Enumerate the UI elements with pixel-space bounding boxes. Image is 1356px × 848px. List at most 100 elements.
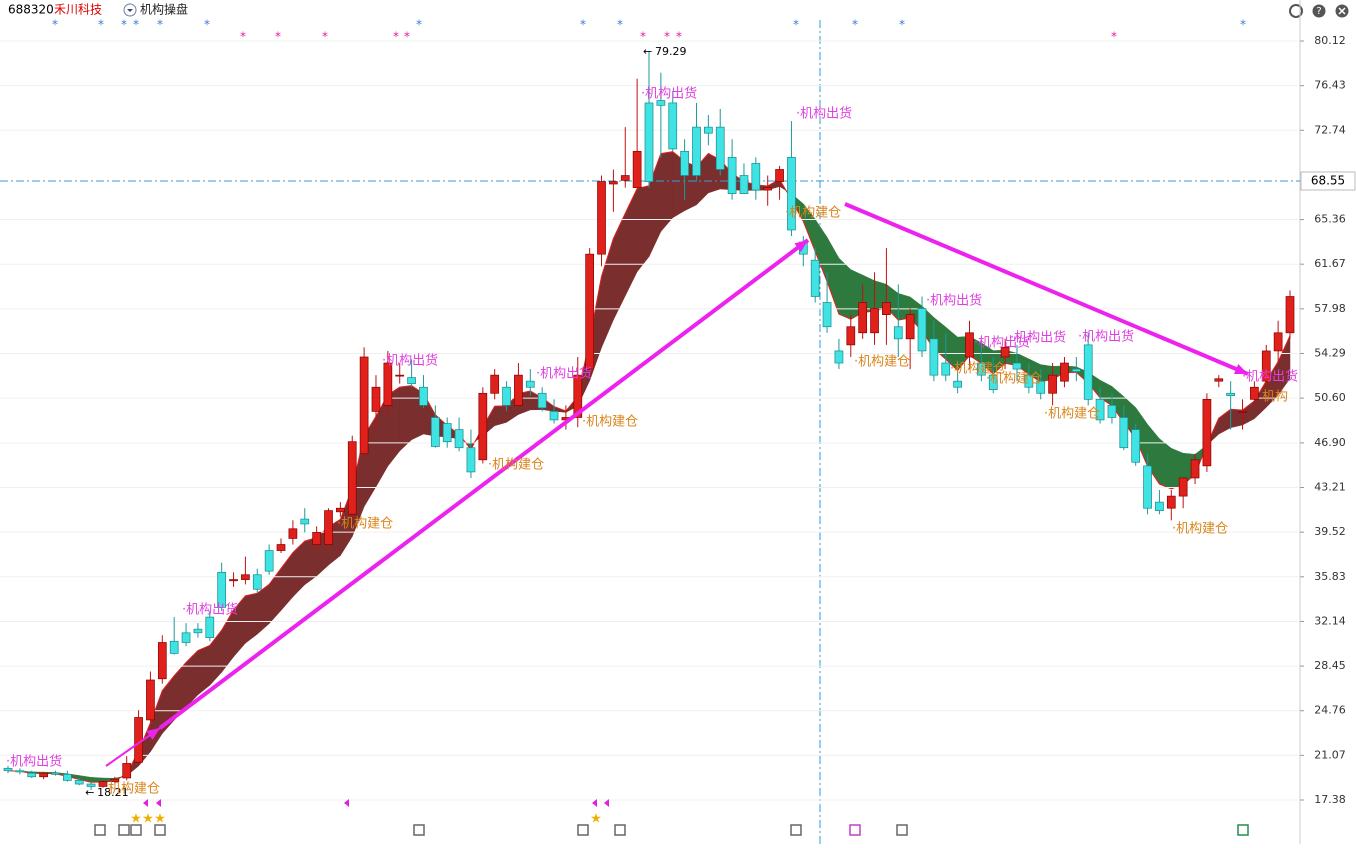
candle-body	[681, 151, 689, 175]
candle-body	[859, 303, 867, 333]
annotation: ·机构建仓	[986, 372, 1042, 387]
y-tick-label: 28.45	[1314, 659, 1346, 672]
signal-star: *	[617, 18, 623, 32]
candle-body	[1239, 411, 1247, 412]
y-tick-label: 54.29	[1314, 346, 1346, 359]
candle-body	[1155, 502, 1163, 510]
event-icon[interactable]	[155, 825, 165, 835]
candle-body	[1250, 387, 1258, 399]
candle-body	[336, 508, 344, 512]
candle-body	[906, 315, 914, 339]
event-icon[interactable]	[119, 825, 129, 835]
candle-body	[1227, 393, 1235, 395]
event-icon[interactable]	[578, 825, 588, 835]
signal-star: *	[322, 30, 328, 44]
cloud-band	[1219, 409, 1231, 434]
annotation: ·机构建仓	[337, 517, 393, 532]
event-icon[interactable]	[95, 825, 105, 835]
candle-body	[1215, 379, 1223, 381]
candle-body	[51, 773, 59, 774]
candle-body	[1274, 333, 1282, 351]
signal-star: *	[640, 30, 646, 44]
signal-star: *	[580, 18, 586, 32]
annotation: ·机构建仓	[582, 415, 638, 430]
event-icon[interactable]	[414, 825, 424, 835]
signal-star: *	[1240, 18, 1246, 32]
candle-body	[384, 363, 392, 405]
annotation: ·机构建仓	[1172, 522, 1228, 537]
signal-star: *	[275, 30, 281, 44]
event-icon[interactable]	[791, 825, 801, 835]
candle-body	[1108, 405, 1116, 417]
candle-body	[443, 424, 451, 442]
annotation: ·机构出货	[1242, 369, 1298, 385]
signal-star: *	[793, 18, 799, 32]
signal-star: *	[852, 18, 858, 32]
y-tick-label: 50.60	[1314, 391, 1346, 404]
signal-star: *	[157, 18, 163, 32]
annotation: 机构	[1262, 390, 1288, 405]
annotation: 机构建仓	[108, 782, 160, 797]
candle-body	[16, 771, 24, 772]
signal-star: *	[240, 30, 246, 44]
candle-body	[1120, 417, 1128, 447]
candle-body	[1049, 375, 1057, 393]
indicator-name[interactable]: 机构操盘	[140, 2, 188, 17]
candle-body	[75, 780, 83, 784]
candle-body	[609, 182, 617, 184]
candle-body	[206, 617, 214, 638]
cloud-band	[400, 386, 412, 451]
candle-body	[716, 127, 724, 169]
candle-body	[40, 773, 48, 777]
candle-body	[823, 303, 831, 327]
candle-body	[431, 417, 439, 446]
candle-body	[1013, 363, 1021, 369]
candle-body	[645, 103, 653, 182]
trend-arrow	[845, 204, 1248, 374]
candle-body	[930, 339, 938, 375]
signal-star: *	[393, 30, 399, 44]
stock-name: 禾川科技	[54, 3, 102, 17]
y-tick-label: 80.12	[1314, 34, 1346, 47]
event-icon[interactable]	[1238, 825, 1248, 835]
candle-body	[301, 519, 309, 524]
candle-body	[277, 544, 285, 550]
annotation: ·机构出货	[1010, 330, 1066, 346]
cloud-band	[637, 186, 649, 272]
stock-code: 688320	[8, 3, 54, 17]
signal-star: *	[1111, 30, 1117, 44]
annotation: ·机构建仓	[854, 355, 910, 370]
event-icon[interactable]	[850, 825, 860, 835]
cloud-band	[1159, 439, 1171, 489]
candle-body	[146, 680, 154, 720]
y-tick-label: 46.90	[1314, 436, 1346, 449]
candle-body	[396, 375, 404, 376]
candle-body	[514, 375, 522, 405]
candle-body	[63, 774, 71, 780]
candle-body	[692, 127, 700, 175]
event-icon[interactable]	[131, 825, 141, 835]
candle-body	[1191, 460, 1199, 478]
candle-body	[182, 633, 190, 643]
event-icon[interactable]	[897, 825, 907, 835]
candle-body	[882, 303, 890, 315]
annotation: ·机构出货	[6, 754, 62, 770]
y-tick-label: 43.21	[1314, 481, 1346, 494]
candle-body	[467, 448, 475, 472]
signal-star: *	[204, 18, 210, 32]
candle-body	[621, 176, 629, 181]
high-arrow: ←	[643, 45, 652, 58]
candle-body	[598, 182, 606, 255]
candle-body	[704, 127, 712, 133]
cloud-band	[245, 593, 257, 643]
candle-body	[942, 363, 950, 375]
candle-body	[194, 629, 202, 633]
event-icon[interactable]	[615, 825, 625, 835]
candle-body	[835, 351, 843, 363]
signal-star: *	[676, 30, 682, 44]
candle-body	[348, 442, 356, 515]
y-tick-label: 17.38	[1314, 793, 1346, 806]
candle-body	[586, 254, 594, 369]
